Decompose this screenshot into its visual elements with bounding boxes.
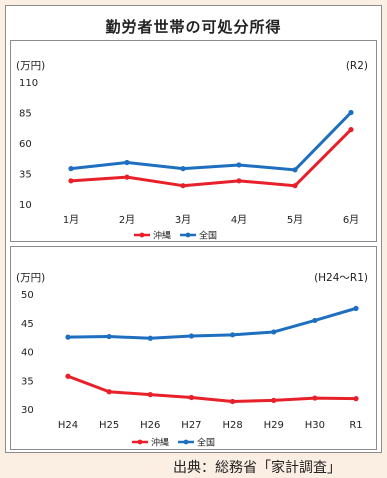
y-tick-label: 35 [19, 170, 32, 181]
period-label: (R2) [346, 60, 368, 72]
data-point [236, 162, 242, 168]
y-tick-label: 10 [19, 200, 32, 211]
data-point [348, 126, 354, 133]
data-point [236, 178, 242, 184]
unit-label: (万円) [16, 60, 45, 72]
x-tick-label: H25 [99, 420, 119, 431]
legend-marker [183, 439, 189, 445]
data-point [292, 167, 298, 173]
chart-title: 勤労者世帯の可処分所得 [105, 18, 282, 36]
data-point [271, 329, 277, 335]
data-point [348, 109, 354, 116]
legend-marker [185, 232, 191, 238]
x-tick-label: 4月 [231, 214, 247, 226]
series-line-national [66, 306, 358, 340]
data-point [106, 389, 112, 395]
data-point [124, 174, 130, 180]
data-point [106, 333, 112, 340]
x-tick-label: H26 [140, 420, 160, 431]
data-point [292, 183, 298, 189]
legend-label: 沖縄 [153, 230, 171, 242]
data-point [312, 395, 318, 401]
series-line-national [69, 111, 353, 172]
chart-frame: 勤労者世帯の可処分所得 (万円) (R2) 10 35 60 85 110 1月 2月 3月 4月 5… [5, 5, 382, 453]
legend-label: 全国 [197, 437, 215, 449]
x-tick-label: 1月 [63, 214, 79, 226]
yearly-line-chart: (万円) (H24～R1) 30 35 40 45 50 H24 H25 H26 H27 H28 H29… [16, 272, 368, 449]
source-note: 出典：総務省「家計調査」 [173, 460, 341, 476]
data-point [65, 334, 71, 340]
legend-marker [139, 232, 145, 238]
x-tick-label: 3月 [175, 214, 191, 226]
data-point [188, 333, 195, 339]
legend-marker [137, 439, 143, 445]
data-point [124, 159, 130, 166]
y-tick-label: 40 [21, 348, 34, 359]
x-tick-label: H30 [305, 420, 325, 431]
y-tick-label: 30 [21, 405, 34, 416]
y-tick-label: 110 [19, 78, 38, 89]
y-tick-label: 85 [19, 109, 32, 120]
yearly-chart-panel: (万円) (H24～R1) 30 35 40 45 50 H24 H25 H26 H27 H28 H29… [10, 246, 377, 450]
data-point [229, 398, 236, 405]
x-tick-label: 5月 [287, 214, 303, 226]
x-tick-label: 2月 [119, 214, 135, 226]
legend-label: 全国 [199, 230, 217, 242]
data-point [68, 166, 74, 172]
y-tick-label: 50 [21, 290, 34, 301]
series-line-okinawa [69, 128, 353, 188]
x-tick-label: H28 [222, 420, 242, 431]
data-point [147, 392, 153, 398]
data-point [188, 394, 195, 401]
unit-label: (万円) [16, 272, 45, 284]
x-tick-label: H29 [264, 420, 284, 431]
x-tick-label: H27 [181, 420, 201, 431]
data-point [147, 335, 153, 341]
y-tick-label: 35 [21, 376, 34, 387]
y-tick-label: 60 [19, 139, 32, 150]
series-line-okinawa [66, 374, 358, 404]
data-point [353, 396, 359, 402]
data-point [180, 183, 186, 189]
data-point [180, 166, 186, 172]
data-point [65, 373, 71, 379]
data-point [312, 317, 318, 324]
data-point [353, 305, 359, 311]
legend-label: 沖縄 [151, 437, 169, 449]
data-point [229, 332, 236, 338]
y-tick-label: 45 [21, 319, 34, 330]
x-tick-label: H24 [58, 420, 78, 431]
monthly-chart-panel: (万円) (R2) 10 35 60 85 110 1月 2月 3月 4月 5月 6月沖縄 全国 [10, 40, 377, 242]
period-label: (H24～R1) [314, 272, 368, 284]
data-point [68, 178, 74, 184]
data-point [271, 397, 277, 403]
x-tick-label: 6月 [343, 214, 359, 226]
x-tick-label: R1 [349, 420, 362, 431]
